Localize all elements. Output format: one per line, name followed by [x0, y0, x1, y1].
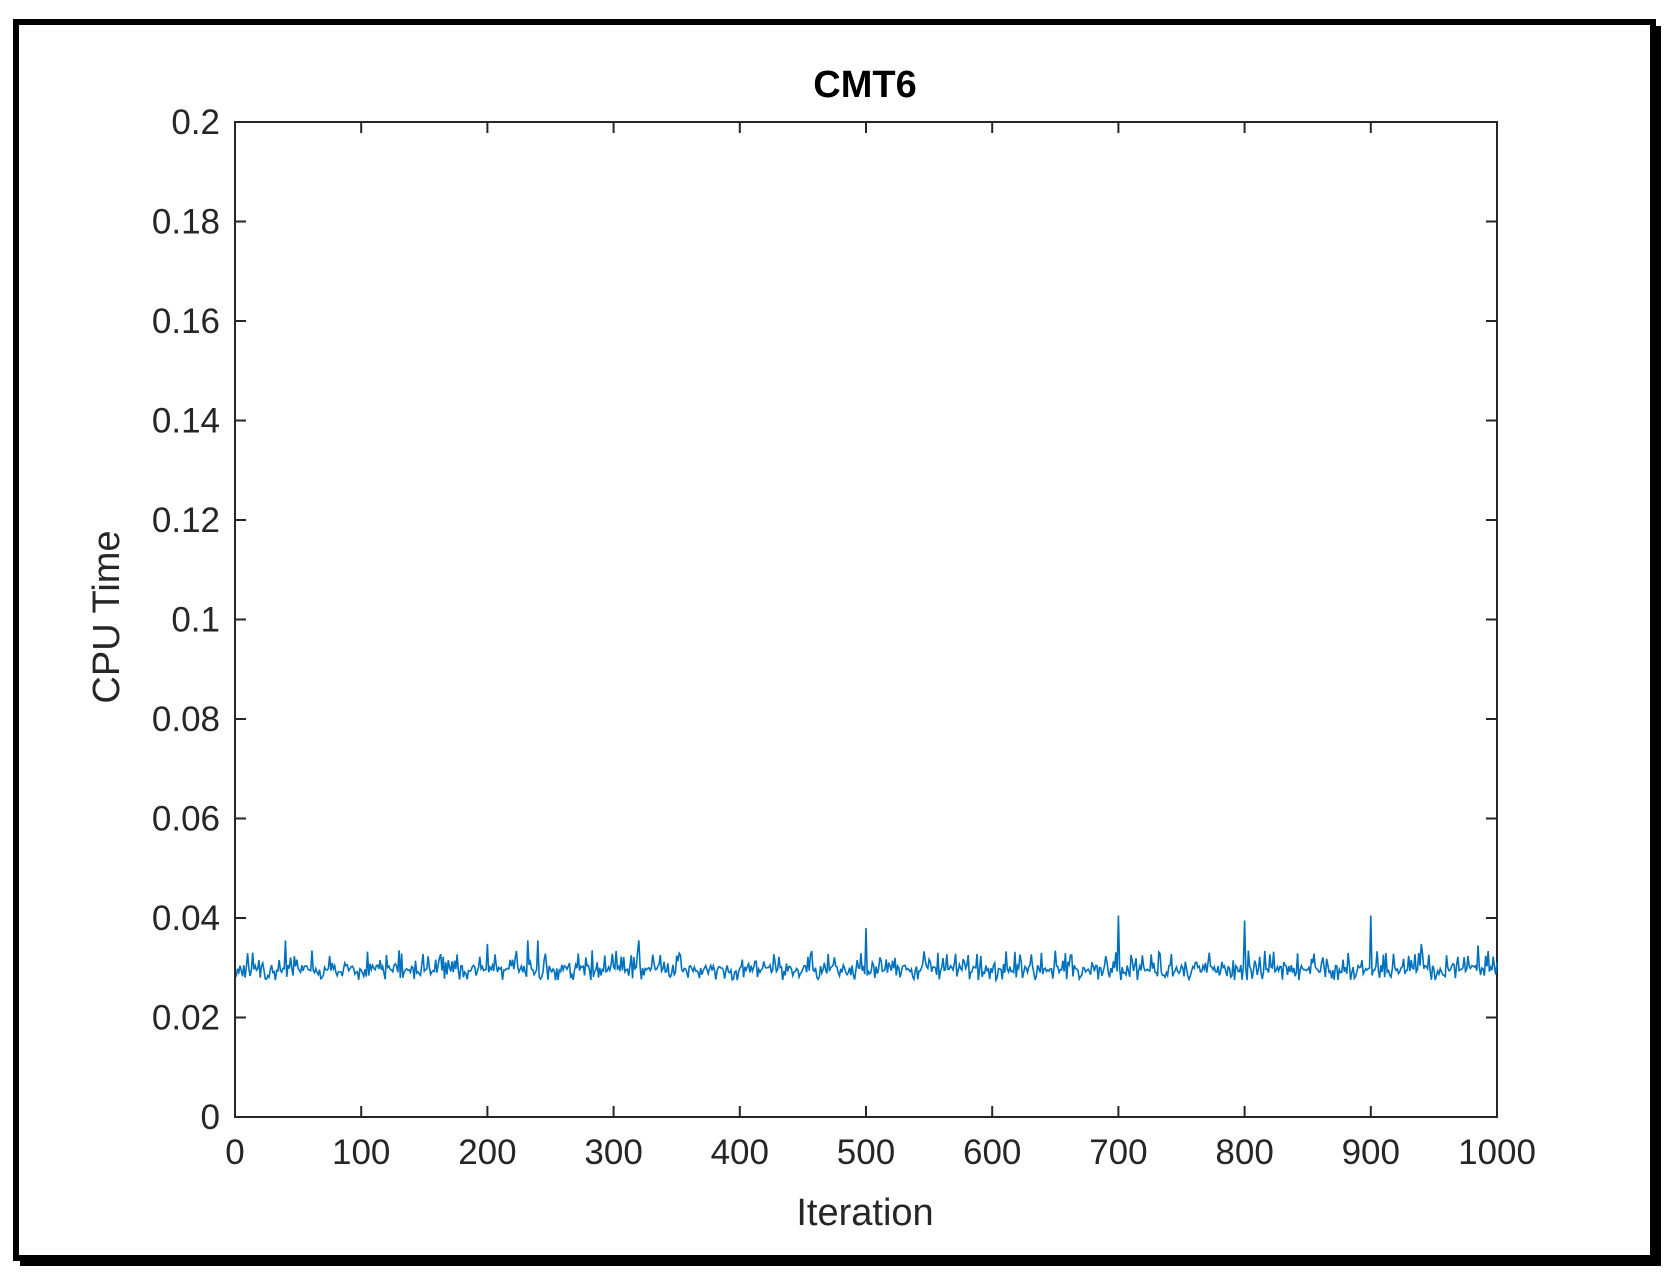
- x-tick-label: 300: [584, 1133, 642, 1172]
- y-tick-label: 0.06: [152, 800, 220, 839]
- y-tick-label: 0.12: [152, 501, 220, 540]
- x-tick-label: 500: [837, 1133, 895, 1172]
- x-axis-label: Iteration: [796, 1192, 933, 1234]
- x-tick-label: 400: [711, 1133, 769, 1172]
- x-tick-label: 600: [963, 1133, 1021, 1172]
- chart-title: CMT6: [813, 64, 916, 106]
- y-tick-label: 0.16: [152, 302, 220, 341]
- x-tick-label: 800: [1215, 1133, 1273, 1172]
- x-tick-label: 200: [458, 1133, 516, 1172]
- frame-shadow-bottom: [20, 1261, 1661, 1266]
- x-tick-label: 700: [1089, 1133, 1147, 1172]
- y-tick-label: 0.04: [152, 899, 220, 938]
- plot-area: 0 100 200 300 400 500 600 700 800 900 1000 0 0.02 0.0…: [152, 103, 1536, 1172]
- y-tick-label: 0.18: [152, 203, 220, 242]
- y-tick-label: 0: [201, 1098, 220, 1137]
- y-axis-label: CPU Time: [86, 530, 128, 703]
- y-tick-label: 0.1: [171, 601, 220, 640]
- y-tick-label: 0.2: [171, 103, 220, 142]
- x-tick-label: 1000: [1458, 1133, 1536, 1172]
- y-tick-label: 0.14: [152, 402, 220, 441]
- x-tick-label: 900: [1342, 1133, 1400, 1172]
- frame-shadow-right: [1656, 26, 1661, 1262]
- series-line: [235, 915, 1498, 984]
- y-tick-label: 0.02: [152, 999, 220, 1038]
- y-tick-label: 0.08: [152, 700, 220, 739]
- x-tick-label: 0: [225, 1133, 244, 1172]
- x-tick-label: 100: [332, 1133, 390, 1172]
